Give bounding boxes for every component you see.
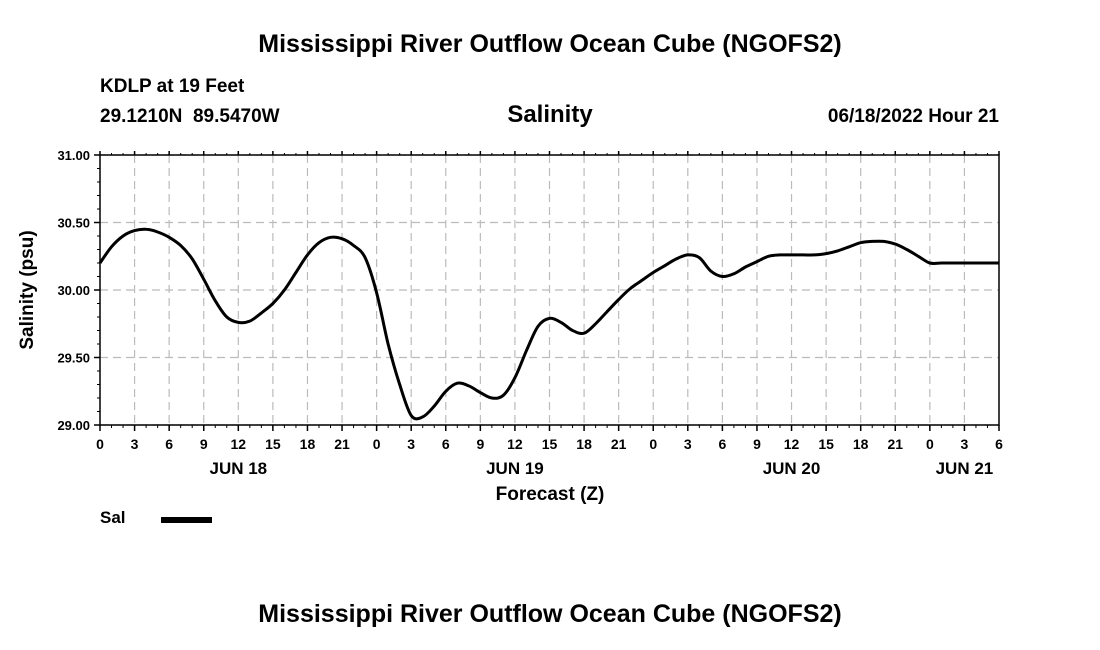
x-tick-label: 0	[926, 436, 934, 452]
chart-subtitle: Salinity	[507, 101, 593, 128]
x-tick-label: 12	[784, 436, 800, 452]
y-axis-label: Salinity (psu)	[17, 230, 38, 349]
x-tick-label: 9	[476, 436, 484, 452]
x-tick-label: 0	[649, 436, 657, 452]
x-tick-label: 15	[265, 436, 281, 452]
x-tick-label: 21	[611, 436, 627, 452]
forecast-datetime: 06/18/2022 Hour 21	[827, 106, 999, 127]
x-tick-label: 18	[576, 436, 592, 452]
axis-ticks	[94, 151, 1000, 431]
station-coordinates: 29.1210N 89.5470W	[100, 106, 280, 127]
y-tick-label: 31.00	[57, 148, 90, 163]
x-tick-label: 21	[334, 436, 350, 452]
x-tick-label: 15	[542, 436, 558, 452]
x-tick-label: 3	[407, 436, 415, 452]
plot-frame	[99, 154, 1000, 426]
x-tick-label: 3	[961, 436, 969, 452]
y-tick-label: 30.00	[57, 283, 90, 298]
x-tick-label: 3	[131, 436, 139, 452]
legend-label: Sal	[100, 508, 126, 527]
x-tick-label: 9	[753, 436, 761, 452]
day-label: JUN 21	[936, 459, 994, 478]
legend-line-swatch	[161, 517, 212, 523]
y-tick-label: 30.50	[57, 216, 90, 231]
day-label: JUN 19	[486, 459, 544, 478]
series-line-sal	[98, 227, 999, 421]
x-tick-label: 6	[165, 436, 173, 452]
axis-labels: 29.00 29.50 30.00 30.50 31.00 0 3 6 9 12 15 18 21 0 3 6…	[57, 148, 1003, 478]
x-tick-label: 21	[887, 436, 903, 452]
y-tick-label: 29.50	[57, 351, 90, 366]
grid	[100, 154, 999, 426]
x-tick-label: 9	[200, 436, 208, 452]
x-tick-label: 0	[373, 436, 381, 452]
day-label: JUN 18	[209, 459, 267, 478]
x-tick-label: 18	[853, 436, 869, 452]
x-tick-label: 12	[231, 436, 247, 452]
x-tick-label: 18	[300, 436, 316, 452]
x-tick-label: 3	[684, 436, 692, 452]
x-axis-label: Forecast (Z)	[496, 484, 605, 505]
x-tick-label: 0	[96, 436, 104, 452]
x-tick-label: 15	[818, 436, 834, 452]
x-tick-label: 6	[442, 436, 450, 452]
chart-title: Mississippi River Outflow Ocean Cube (NG…	[258, 30, 842, 58]
station-label: KDLP at 19 Feet	[100, 76, 245, 97]
day-label: JUN 20	[763, 459, 821, 478]
y-tick-label: 29.00	[57, 418, 90, 433]
x-tick-label: 12	[507, 436, 523, 452]
footer-title: Mississippi River Outflow Ocean Cube (NG…	[258, 600, 842, 628]
x-tick-label: 6	[718, 436, 726, 452]
x-tick-label: 6	[995, 436, 1003, 452]
